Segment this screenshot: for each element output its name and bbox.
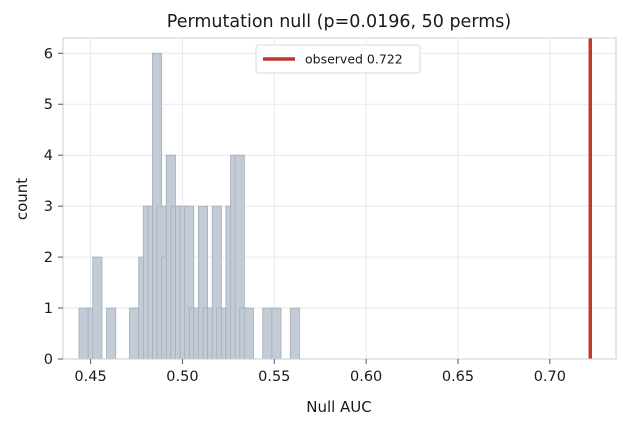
x-tick-label: 0.50 xyxy=(166,369,198,385)
x-axis-label: Null AUC xyxy=(306,398,372,416)
y-tick-label: 3 xyxy=(44,199,53,215)
histogram-bar xyxy=(78,307,89,360)
y-tick-label: 4 xyxy=(44,148,53,164)
histogram-bar xyxy=(106,307,117,360)
chart-title: Permutation null (p=0.0196, 50 perms) xyxy=(167,12,511,32)
histogram-bar xyxy=(289,307,300,360)
histogram-bar xyxy=(129,307,140,360)
x-tick-label: 0.45 xyxy=(74,369,106,385)
x-tick-label: 0.55 xyxy=(258,369,290,385)
plot-frame xyxy=(62,37,617,360)
y-tick-label: 6 xyxy=(44,46,53,62)
legend: observed 0.722 xyxy=(255,44,421,74)
axes: 0.45 0.50 0.55 0.60 0.65 0.70 0 1 2 3 4 5 6 xyxy=(44,37,617,385)
y-axis-label: count xyxy=(13,178,31,220)
legend-box xyxy=(255,44,421,74)
legend-observed-label: observed 0.722 xyxy=(305,52,403,67)
x-tick-label: 0.65 xyxy=(442,369,474,385)
histogram-bar xyxy=(271,307,282,360)
histogram-bar xyxy=(262,307,273,360)
y-tick-label: 0 xyxy=(44,352,53,368)
y-tick-label: 5 xyxy=(44,97,53,113)
histogram-bar xyxy=(243,307,254,360)
x-tick-label: 0.70 xyxy=(534,369,566,385)
histogram-bar xyxy=(92,256,103,360)
y-tick-label: 2 xyxy=(44,250,53,266)
y-tick-label: 1 xyxy=(44,301,53,317)
x-tick-label: 0.60 xyxy=(350,369,382,385)
